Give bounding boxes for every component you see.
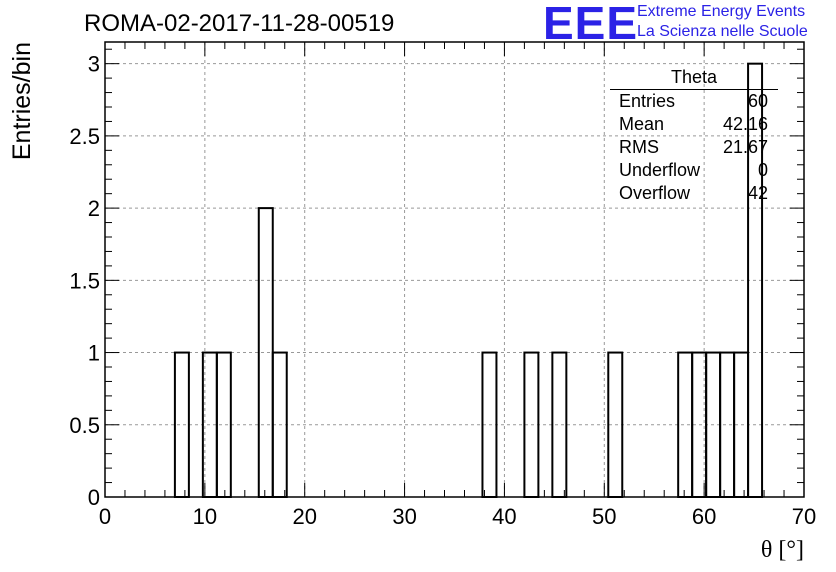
- y-tick-label: 2: [88, 196, 100, 221]
- y-tick-label: 1.5: [69, 268, 100, 293]
- y-axis-label: Entries/bin: [8, 42, 36, 160]
- stats-value: 42.16: [722, 114, 768, 134]
- logo-subtitle-line2: La Scienza nelle Scuole: [637, 23, 808, 40]
- x-tick-label: 10: [193, 504, 217, 529]
- histogram-bar: [677, 351, 694, 498]
- stats-row-entries: Entries 60: [610, 90, 778, 113]
- x-tick-label: 20: [292, 504, 316, 529]
- x-tick-label: 50: [592, 504, 616, 529]
- histogram-bar: [551, 351, 568, 498]
- histogram-bar: [719, 351, 736, 498]
- stats-title: Theta: [610, 67, 778, 90]
- x-axis-label: θ [°]: [761, 537, 804, 563]
- stats-value: 42: [747, 183, 768, 203]
- stats-label: Underflow: [619, 160, 701, 180]
- x-tick-label: 0: [99, 504, 111, 529]
- y-tick-label: 0.5: [69, 413, 100, 438]
- y-tick-label: 1: [88, 341, 100, 366]
- stats-row-rms: RMS 21.67: [610, 136, 778, 159]
- stats-label: Mean: [619, 114, 665, 134]
- x-tick-label: 30: [392, 504, 416, 529]
- x-tick-label: 40: [492, 504, 516, 529]
- stats-row-mean: Mean 42.16: [610, 113, 778, 136]
- stats-value: 0: [757, 160, 768, 180]
- logo-subtitle-line1: Extreme Energy Events: [637, 3, 806, 20]
- y-tick-label: 0: [88, 485, 100, 510]
- y-tick-label: 2.5: [69, 124, 100, 149]
- stats-label: Overflow: [619, 183, 691, 203]
- histogram-bar: [257, 207, 274, 498]
- stats-label: Entries: [619, 91, 676, 111]
- stats-label: RMS: [619, 137, 659, 157]
- stats-box: Theta Entries 60 Mean 42.16 RMS 21.67 Un…: [610, 67, 778, 205]
- histogram-bar: [215, 351, 232, 498]
- x-tick-label: 70: [792, 504, 816, 529]
- run-title: ROMA-02-2017-11-28-00519: [84, 10, 395, 37]
- y-tick-label: 3: [88, 52, 100, 77]
- eee-logo: EEE: [543, 0, 639, 49]
- plot-frame: [104, 41, 805, 498]
- stats-row-underflow: Underflow 0: [610, 159, 778, 182]
- stats-value: 21.67: [722, 137, 768, 157]
- stats-row-overflow: Overflow 42: [610, 182, 778, 205]
- histogram-bar: [173, 351, 190, 498]
- x-tick-label: 60: [692, 504, 716, 529]
- stats-value: 60: [747, 91, 768, 111]
